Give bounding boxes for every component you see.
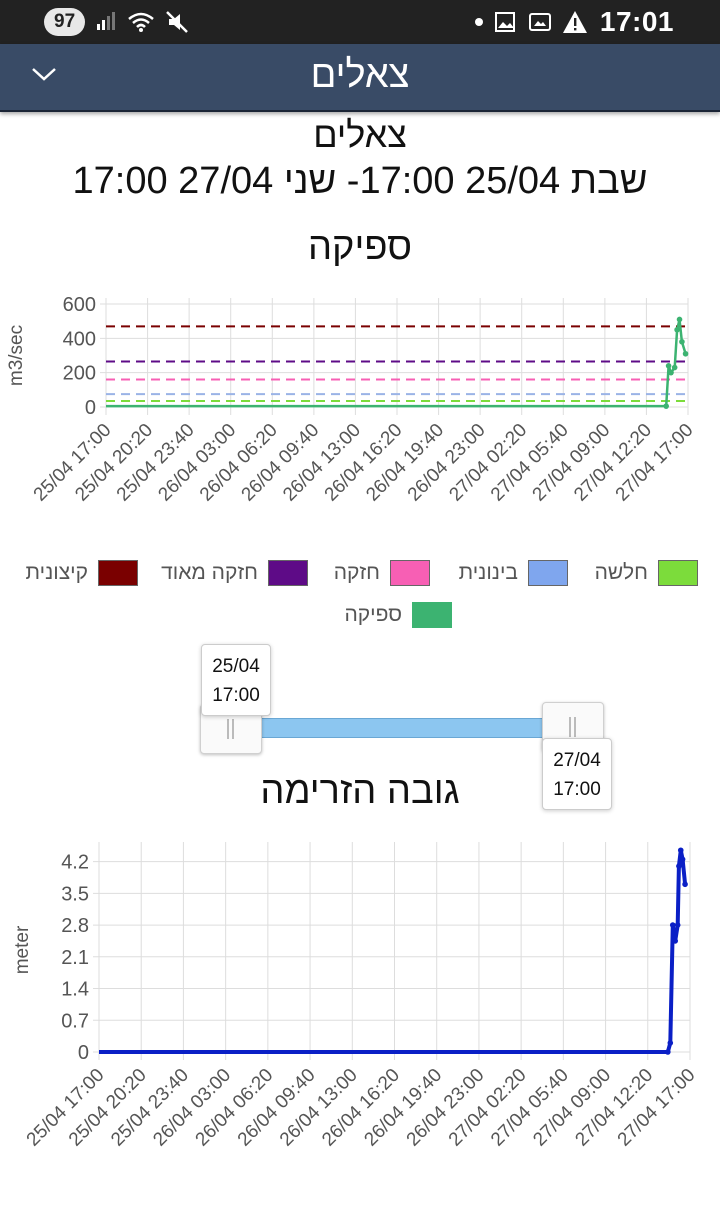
- wifi-icon: [128, 12, 154, 32]
- y-tick-label: 600: [63, 294, 96, 316]
- series-line: [99, 849, 688, 1054]
- legend-swatch: [268, 560, 308, 586]
- end-date: 27/04: [553, 750, 601, 771]
- data-point: [676, 863, 682, 869]
- legend-label: חלשה: [594, 561, 648, 584]
- start-date: 25/04: [212, 656, 260, 677]
- legend-item-extreme[interactable]: קיצונית: [26, 560, 138, 586]
- data-point: [672, 938, 679, 944]
- legend-item-moderate[interactable]: בינונית: [459, 560, 568, 586]
- station-title: צאלים: [313, 114, 407, 155]
- legend-item-strong[interactable]: חזקה: [334, 560, 430, 586]
- slider-end-tooltip: 27/04 17:00: [542, 738, 612, 810]
- data-point: [668, 369, 674, 376]
- y-tick-label: 2.8: [61, 915, 89, 937]
- legend-label: ספיקה: [344, 603, 402, 626]
- status-bar: 97 17:01: [0, 0, 720, 44]
- y-tick-label: 0.7: [61, 1010, 89, 1032]
- data-point: [669, 922, 676, 928]
- app-bar-title: צאלים: [310, 54, 410, 96]
- legend-label: קיצונית: [25, 561, 88, 584]
- legend-swatch: [390, 560, 430, 586]
- mute-icon: [166, 11, 189, 33]
- data-point: [674, 326, 680, 333]
- y-tick-label: 4.2: [61, 852, 89, 874]
- y-tick-label: 200: [63, 363, 96, 385]
- y-tick-label: 1.4: [61, 979, 89, 1001]
- grip-line: [574, 717, 576, 737]
- grip-line: [232, 719, 234, 739]
- image-icon: [495, 12, 515, 32]
- status-right-icons: [474, 10, 588, 34]
- grip-line: [227, 719, 229, 739]
- chart-legend: חלשה בינונית חזקה חזקה מאוד קיצונית ספיק…: [0, 560, 720, 630]
- date-range-slider-track[interactable]: [230, 718, 574, 738]
- y-tick-label: 400: [63, 328, 96, 350]
- data-point: [682, 350, 689, 357]
- dot-icon: [475, 18, 483, 26]
- slider-start-tooltip: 25/04 17:00: [201, 644, 271, 716]
- clock: 17:01: [599, 6, 674, 37]
- legend-swatch: [528, 560, 568, 586]
- warning-icon: [563, 11, 587, 33]
- legend-swatch: [412, 602, 452, 628]
- data-point: [665, 1049, 671, 1055]
- data-point: [679, 338, 685, 345]
- flow-chart-title: ספיקה: [307, 226, 413, 268]
- y-tick-label: 3.5: [61, 883, 89, 905]
- legend-swatch: [98, 560, 138, 586]
- data-point: [677, 847, 684, 854]
- legend-swatch: [658, 560, 698, 586]
- data-point: [676, 316, 683, 323]
- data-point: [679, 856, 686, 863]
- legend-label: חזקה: [333, 561, 380, 584]
- date-range: שבת 25/04 17:00- שני 27/04 17:00: [72, 160, 648, 202]
- y-axis-label: meter: [12, 925, 33, 974]
- grip-line: [569, 717, 571, 737]
- battery-indicator: 97: [44, 8, 86, 36]
- y-axis-label: m3/sec: [6, 325, 27, 386]
- y-tick-label: 0: [85, 397, 96, 419]
- screenshot-icon: [529, 13, 551, 31]
- start-time: 17:00: [212, 685, 260, 706]
- legend-item-weak[interactable]: חלשה: [595, 560, 698, 586]
- chevron-down-icon[interactable]: [30, 64, 58, 84]
- y-tick-label: 0: [78, 1042, 89, 1064]
- status-left: 97: [44, 8, 189, 36]
- data-point: [667, 1040, 674, 1046]
- y-tick-label: 2.1: [61, 947, 89, 969]
- legend-item-very-strong[interactable]: חזקה מאוד: [161, 560, 308, 586]
- legend-label: חזקה מאוד: [161, 561, 258, 584]
- signal-icon: [97, 12, 116, 30]
- data-point: [682, 881, 688, 888]
- legend-label: בינונית: [458, 561, 518, 584]
- end-time: 17:00: [553, 779, 601, 800]
- data-point: [665, 363, 672, 369]
- data-point: [663, 403, 669, 409]
- data-point: [674, 922, 681, 928]
- data-point: [671, 364, 678, 371]
- series-line: [106, 319, 687, 408]
- app-bar: צאלים: [0, 44, 720, 112]
- legend-item-flow[interactable]: ספיקה: [344, 602, 452, 628]
- level-chart-title: גובה הזרימה: [260, 770, 460, 812]
